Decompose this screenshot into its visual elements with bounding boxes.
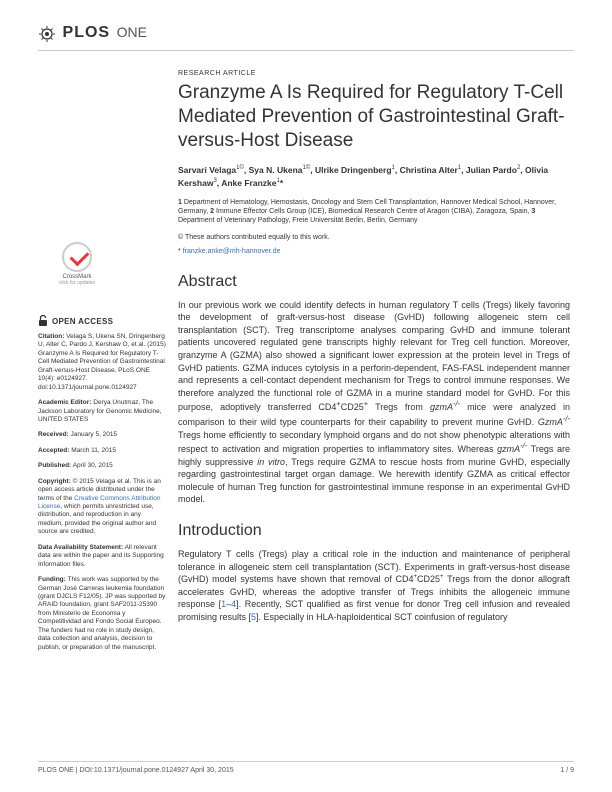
editor-block: Academic Editor: Derya Unutmaz, The Jack…	[38, 399, 166, 424]
journal-name: PLOS	[63, 24, 111, 41]
main-column: RESEARCH ARTICLE Granzyme A Is Required …	[178, 70, 570, 624]
author-list: Sarvari Velaga1©, Sya N. Ukena1©, Ulrike…	[178, 164, 570, 189]
article-type: RESEARCH ARTICLE	[178, 70, 570, 77]
sidebar-column: OPEN ACCESS Citation: Velaga S, Ukena SN…	[38, 255, 166, 659]
corresponding-author: * franzke.anke@mh-hannover.de	[178, 247, 570, 257]
page-footer: PLOS ONE | DOI:10.1371/journal.pone.0124…	[38, 761, 574, 774]
data-availability-block: Data Availability Statement: All relevan…	[38, 544, 166, 569]
received-block: Received: January 5, 2015	[38, 431, 166, 439]
affiliations: 1 Department of Hematology, Hemostasis, …	[178, 198, 570, 225]
open-access-badge: OPEN ACCESS	[38, 315, 166, 327]
open-lock-icon	[38, 315, 48, 327]
author-email-link[interactable]: franzke.anke@mh-hannover.de	[183, 248, 281, 255]
journal-logo: PLOS ONE	[38, 24, 147, 45]
introduction-heading: Introduction	[178, 522, 570, 540]
abstract-body: In our previous work we could identify d…	[178, 299, 570, 507]
asterisk: *	[178, 248, 181, 255]
header-divider	[38, 50, 574, 51]
equal-contrib-note: © These authors contributed equally to t…	[178, 233, 570, 243]
journal-subname: ONE	[117, 24, 147, 40]
copyright-block: Copyright: © 2015 Velaga et al. This is …	[38, 478, 166, 537]
abstract-heading: Abstract	[178, 273, 570, 291]
published-block: Published: April 30, 2015	[38, 462, 166, 470]
plos-logo-icon	[38, 25, 56, 45]
funding-block: Funding: This work was supported by the …	[38, 576, 166, 652]
open-access-label: OPEN ACCESS	[52, 317, 113, 326]
footer-doi: PLOS ONE | DOI:10.1371/journal.pone.0124…	[38, 767, 234, 774]
accepted-block: Accepted: March 11, 2015	[38, 447, 166, 455]
footer-page-number: 1 / 9	[560, 767, 574, 774]
citation-block: Citation: Velaga S, Ukena SN, Dringenber…	[38, 333, 166, 392]
introduction-body: Regulatory T cells (Tregs) play a critic…	[178, 548, 570, 624]
article-title: Granzyme A Is Required for Regulatory T-…	[178, 81, 570, 152]
